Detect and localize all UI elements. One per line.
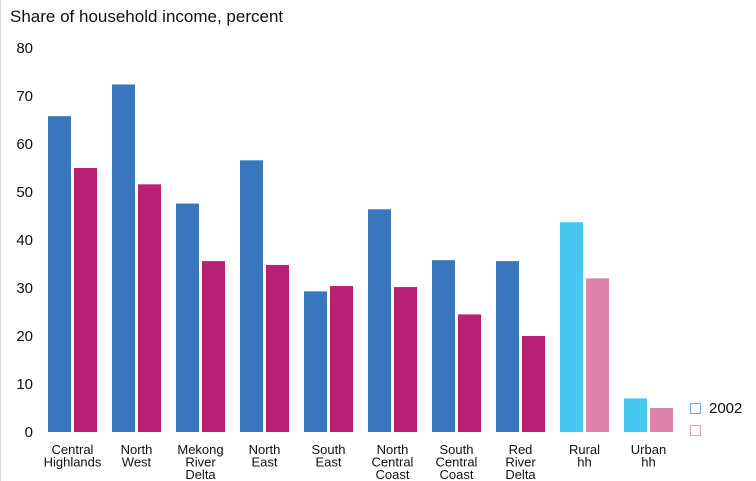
left-frame-line [0,0,1,481]
bar-series-1 [176,203,199,432]
x-axis-labels: Central Highlands North West Mekong River Delt… [44,442,667,481]
x-category-label: Mekong River Delta [177,442,223,481]
y-axis: 0 10 20 30 40 50 60 70 80 [16,40,33,441]
legend-label-series-1: 2002 [709,399,743,417]
x-category-label: Rural hh [569,442,600,470]
bar-series-2 [330,286,353,432]
bars-group [48,84,673,432]
bar-series-2 [202,261,225,432]
legend-item-series-1: 2002 [690,397,742,419]
bar-series-1 [496,261,519,432]
bar-series-1 [48,116,71,432]
x-category-label: South Central Coast [436,442,478,481]
bar-series-2 [458,314,481,432]
y-tick-label: 50 [16,184,33,201]
bar-series-1 [560,222,583,432]
legend-swatch-series-1 [690,402,701,414]
x-category-label: North East [249,442,281,470]
y-tick-label: 70 [16,88,33,105]
bar-series-1 [432,260,455,432]
y-tick-label: 30 [16,280,33,297]
x-category-label: South East [312,442,346,470]
y-tick-label: 40 [16,232,33,249]
x-category-label: Central Highlands [44,442,102,470]
bar-series-2 [394,287,417,432]
x-category-label: Urban hh [631,442,666,470]
chart-title: Share of household income, percent [10,7,284,26]
bar-series-1 [624,398,647,432]
bar-series-1 [240,160,263,432]
bar-series-2 [266,264,289,432]
bar-series-2 [138,184,161,432]
bar-series-2 [74,168,97,432]
x-category-label: Red River Delta [505,442,536,481]
y-tick-label: 20 [16,328,33,345]
legend: 2002 [690,397,742,441]
y-tick-label: 10 [16,376,33,393]
x-category-label: North West [121,442,153,470]
legend-item-series-2 [690,419,742,441]
bar-series-2 [586,278,609,432]
x-category-label: North Central Coast [372,442,414,481]
y-tick-label: 0 [25,424,33,441]
bar-series-2 [522,336,545,432]
y-tick-label: 60 [16,136,33,153]
bar-series-2 [650,408,673,432]
legend-swatch-series-2 [690,424,701,436]
bar-series-1 [304,291,327,432]
bar-series-1 [112,84,135,432]
y-tick-label: 80 [16,40,33,57]
bar-series-1 [368,209,391,432]
